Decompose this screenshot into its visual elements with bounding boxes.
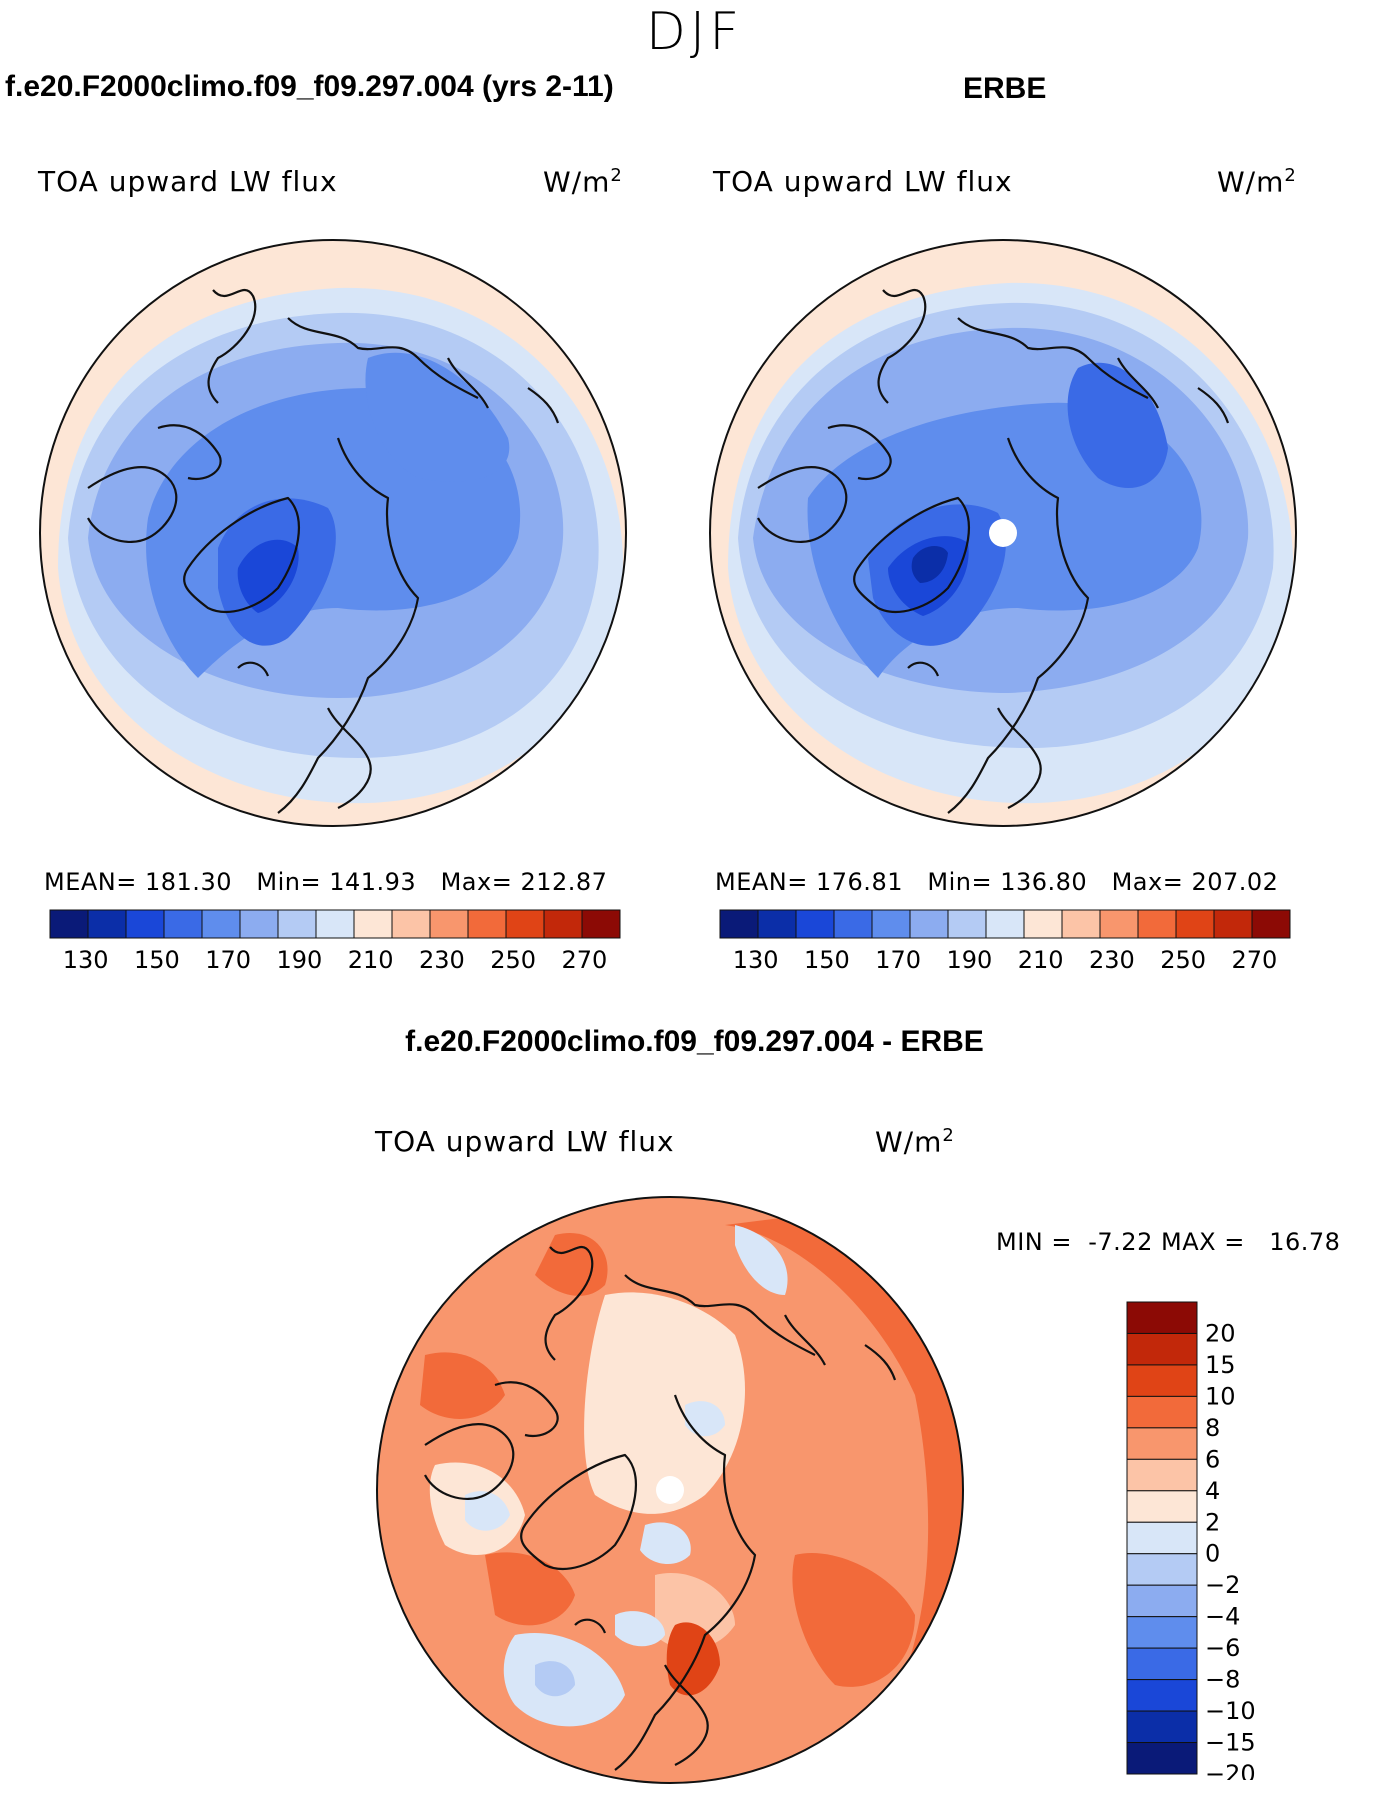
colorbar-swatch xyxy=(1251,909,1291,939)
diff-variable-title: TOA upward LW flux xyxy=(375,1125,675,1158)
colorbar-swatch xyxy=(1126,1301,1198,1334)
colorbar-swatch xyxy=(1175,909,1215,939)
colorbar-level-label: 0 xyxy=(1205,1540,1220,1568)
colorbar-swatch xyxy=(1126,1490,1198,1523)
diff-units: W/m2 xyxy=(875,1125,955,1159)
colorbar-swatch xyxy=(315,909,355,939)
pole-hole xyxy=(989,519,1017,547)
colorbar-swatch xyxy=(239,909,279,939)
season-title: DJF xyxy=(645,2,744,62)
map-boundary xyxy=(39,239,627,827)
model-stats: MEAN= 181.30 Min= 141.93 Max= 212.87 xyxy=(44,868,608,896)
colorbar-swatch xyxy=(353,909,393,939)
colorbar-swatch xyxy=(1126,1616,1198,1649)
colorbar-level-label: 4 xyxy=(1205,1477,1220,1505)
obs-case-title: ERBE xyxy=(963,72,1047,105)
colorbar-level-label: 20 xyxy=(1205,1319,1236,1347)
colorbar-swatch xyxy=(1213,909,1253,939)
colorbar-tick-label: 250 xyxy=(1160,946,1206,974)
coastlines xyxy=(87,288,560,814)
colorbar-tick-label: 270 xyxy=(1231,946,1277,974)
colorbar-level-label: −20 xyxy=(1205,1760,1256,1780)
colorbar-tick-label: 170 xyxy=(205,946,251,974)
colorbar-swatch xyxy=(1137,909,1177,939)
diff-case-title: f.e20.F2000climo.f09_f09.297.004 - ERBE xyxy=(405,1025,984,1058)
model-case-title: f.e20.F2000climo.f09_f09.297.004 (yrs 2-… xyxy=(5,70,614,103)
colorbar-tick-label: 190 xyxy=(946,946,992,974)
colorbar-swatch xyxy=(833,909,873,939)
colorbar-tick-label: 210 xyxy=(348,946,394,974)
colorbar-tick-label: 270 xyxy=(561,946,607,974)
colorbar-level-label: −4 xyxy=(1205,1603,1240,1631)
colorbar-swatch xyxy=(1126,1710,1198,1744)
colorbar-swatch xyxy=(1126,1679,1198,1712)
colorbar-level-label: 2 xyxy=(1205,1508,1220,1536)
diff-stats: MIN = -7.22 MAX = 16.78 xyxy=(996,1228,1341,1256)
colorbar-level-label: −10 xyxy=(1205,1697,1256,1725)
model-polar-map xyxy=(39,239,627,827)
colorbar-tick-label: 150 xyxy=(134,946,180,974)
colorbar-swatch xyxy=(1126,1584,1198,1618)
colorbar-swatch xyxy=(909,909,949,939)
colorbar-swatch xyxy=(505,909,545,939)
colorbar-swatch xyxy=(49,909,89,939)
colorbar-level-label: −8 xyxy=(1205,1666,1240,1694)
colorbar-swatch xyxy=(1126,1553,1198,1586)
colorbar-swatch xyxy=(467,909,507,939)
colorbar-swatch xyxy=(1126,1395,1198,1429)
colorbar-level-label: 10 xyxy=(1205,1382,1236,1410)
colorbar-swatch xyxy=(1126,1742,1198,1775)
colorbar-swatch xyxy=(1061,909,1101,939)
colorbar-swatch xyxy=(1126,1427,1198,1460)
colorbar-level-label: −15 xyxy=(1205,1729,1256,1757)
colorbar-tick-label: 210 xyxy=(1018,946,1064,974)
model-colorbar: 130 150 170 190 210 230 250 270 xyxy=(49,909,621,974)
colorbar-tick-label: 190 xyxy=(276,946,322,974)
colorbar-swatch xyxy=(277,909,317,939)
colorbar-swatch xyxy=(581,909,621,939)
colorbar-swatch xyxy=(163,909,203,939)
obs-stats: MEAN= 176.81 Min= 136.80 Max= 207.02 xyxy=(715,868,1279,896)
colorbar-swatch xyxy=(201,909,241,939)
colorbar-swatch xyxy=(1126,1521,1198,1555)
colorbar-tick-label: 230 xyxy=(1089,946,1135,974)
obs-units: W/m2 xyxy=(1217,165,1297,199)
colorbar-level-label: 6 xyxy=(1205,1445,1220,1473)
colorbar-tick-label: 150 xyxy=(804,946,850,974)
colorbar-swatch xyxy=(1126,1364,1198,1397)
colorbar-swatch xyxy=(757,909,797,939)
colorbar-level-label: −2 xyxy=(1205,1571,1240,1599)
colorbar-tick-label: 250 xyxy=(490,946,536,974)
colorbar-tick-label: 170 xyxy=(875,946,921,974)
colorbar-swatch xyxy=(391,909,431,939)
obs-colorbar: 130 150 170 190 210 230 250 270 xyxy=(719,909,1291,974)
colorbar-swatch xyxy=(947,909,987,939)
colorbar-swatch xyxy=(543,909,583,939)
colorbar-tick-label: 130 xyxy=(733,946,779,974)
colorbar-swatch xyxy=(719,909,759,939)
colorbar-level-label: 8 xyxy=(1205,1414,1220,1442)
colorbar-level-label: 15 xyxy=(1205,1351,1236,1379)
colorbar-swatch xyxy=(87,909,127,939)
obs-polar-map xyxy=(709,239,1297,827)
colorbar-swatch xyxy=(1023,909,1063,939)
colorbar-swatch xyxy=(871,909,911,939)
colorbar-tick-label: 230 xyxy=(419,946,465,974)
obs-variable-title: TOA upward LW flux xyxy=(713,165,1013,198)
colorbar-swatch xyxy=(429,909,469,939)
colorbar-swatch xyxy=(795,909,835,939)
model-variable-title: TOA upward LW flux xyxy=(38,165,338,198)
colorbar-level-label: −6 xyxy=(1205,1634,1240,1662)
colorbar-swatch xyxy=(1126,1458,1198,1492)
colorbar-swatch xyxy=(1126,1332,1198,1366)
diff-polar-map xyxy=(376,1196,964,1784)
colorbar-tick-label: 130 xyxy=(63,946,109,974)
colorbar-swatch xyxy=(1126,1647,1198,1681)
colorbar-swatch xyxy=(985,909,1025,939)
colorbar-swatch xyxy=(1099,909,1139,939)
model-units: W/m2 xyxy=(543,165,623,199)
colorbar-swatch xyxy=(125,909,165,939)
